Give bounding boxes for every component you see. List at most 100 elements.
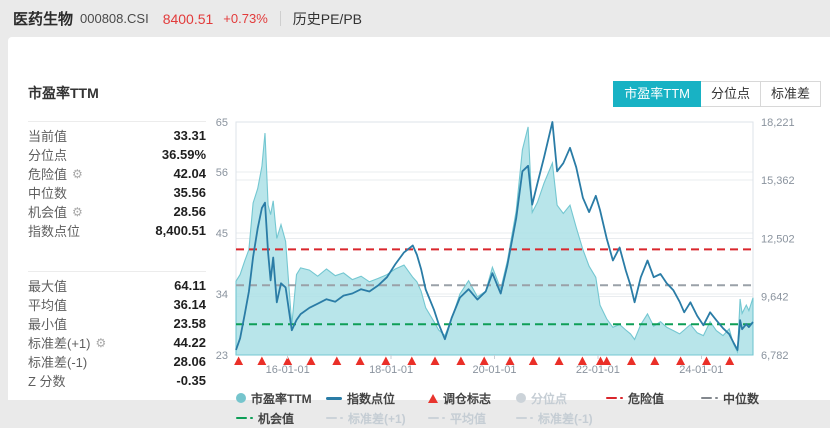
legend-item-市盈率TTM[interactable]: 市盈率TTM: [236, 390, 326, 407]
legend-item-标准差(+1)[interactable]: 标准差(+1): [326, 410, 428, 427]
stat-row: 最小值 23.58: [28, 314, 206, 333]
rebalance-triangle-icon: [456, 356, 466, 365]
pe-chart[interactable]: 23 34 45 56 65 6,782 9,642 12,502 15,362 18,221 16…: [198, 112, 830, 384]
legend-item-分位点[interactable]: 分位点: [516, 390, 606, 407]
index-line-series: [235, 121, 754, 352]
stat-label: 分位点: [28, 148, 68, 163]
right-axis-tick: 9,642: [761, 292, 789, 304]
stat-row: 当前值 33.31: [28, 126, 206, 145]
x-axis-label: 18-01-01: [369, 364, 413, 376]
pe-area-series: [235, 126, 754, 356]
valuation-card: 市盈率TTM 市盈率TTM 分位点 标准差 当前值 33.31 分位点 36.59% 危险值…: [8, 37, 830, 426]
stat-value: 36.59%: [161, 147, 206, 162]
tab-pe-ttm[interactable]: 市盈率TTM: [613, 81, 701, 107]
stat-label: 最大值: [28, 279, 68, 294]
rebalance-triangle-icon: [505, 356, 515, 365]
legend-label: 标准差(+1): [348, 411, 406, 426]
legend-item-中位数[interactable]: 中位数: [701, 390, 759, 407]
legend-label: 分位点: [531, 391, 568, 406]
x-axis-label: 16-01-01: [266, 364, 310, 376]
stat-row: 指数点位 8,400.51: [28, 221, 206, 240]
stats-history-section: 最大值 64.11 平均值 36.14 最小值 23.58 标准差(+1) ⚙ 44.22 标准差…: [28, 271, 206, 390]
stat-label: 当前值: [28, 129, 68, 144]
legend-label: 指数点位: [347, 391, 396, 406]
rebalance-triangle-icon: [283, 356, 293, 365]
page-header: 医药生物 000808.CSI 8400.51 +0.73% 历史PE/PB: [0, 0, 830, 37]
right-axis-tick: 15,362: [761, 175, 795, 187]
stat-row: 标准差(-1) 28.06: [28, 352, 206, 371]
index-code: 000808.CSI: [80, 11, 149, 26]
stat-row: 分位点 36.59%: [28, 145, 206, 164]
rebalance-triangle-icon: [479, 356, 489, 365]
x-axis-label: 22-01-01: [576, 364, 620, 376]
legend-item-机会值[interactable]: 机会值: [236, 410, 326, 427]
stat-row: 危险值 ⚙ 42.04: [28, 164, 206, 183]
left-axis-tick: 45: [216, 228, 228, 240]
index-price: 8400.51: [162, 10, 214, 27]
rebalance-triangle-icon: [528, 356, 538, 365]
stat-label: 中位数: [28, 186, 68, 201]
stat-row: 最大值 64.11: [28, 276, 206, 295]
legend-label: 机会值: [258, 411, 295, 426]
left-axis-tick: 65: [216, 117, 228, 129]
rebalance-triangle-icon: [725, 356, 735, 365]
stat-value: 64.11: [174, 278, 206, 293]
legend-marker-icon: [516, 393, 526, 403]
rebalance-triangle-icon: [554, 356, 564, 365]
stat-label: 危险值: [28, 167, 68, 182]
left-axis-tick: 34: [216, 289, 228, 301]
legend-marker-icon: [326, 416, 343, 420]
stat-row: 标准差(+1) ⚙ 44.22: [28, 333, 206, 352]
legend-item-调仓标志[interactable]: 调仓标志: [428, 390, 516, 407]
rebalance-triangle-icon: [577, 356, 587, 365]
rebalance-triangle-icon: [234, 356, 244, 365]
stat-value: 42.04: [173, 166, 206, 181]
rebalance-triangle-icon: [407, 356, 417, 365]
gear-icon[interactable]: ⚙: [72, 166, 83, 181]
rebalance-triangle-icon: [381, 356, 391, 365]
legend-label: 调仓标志: [443, 391, 492, 406]
legend-label: 平均值: [450, 411, 487, 426]
rebalance-triangle-icon: [306, 356, 316, 365]
left-axis-tick: 56: [216, 167, 228, 179]
left-axis-tick: 23: [216, 350, 228, 362]
legend-item-平均值[interactable]: 平均值: [428, 410, 516, 427]
stat-row: 平均值 36.14: [28, 295, 206, 314]
legend-marker-icon: [428, 416, 445, 420]
legend-item-危险值[interactable]: 危险值: [606, 390, 701, 407]
rebalance-triangle-icon: [676, 356, 686, 365]
legend-label: 标准差(-1): [538, 411, 593, 426]
right-axis-tick: 12,502: [761, 233, 795, 245]
stat-value: 44.22: [173, 335, 206, 350]
stat-label: 指数点位: [28, 224, 81, 239]
chart-legend: 市盈率TTM 指数点位 调仓标志 分位点 危险值 中位数机会值 标准差(+1) 平均值 标准差(…: [236, 388, 826, 428]
rebalance-triangle-icon: [596, 356, 605, 365]
stat-value: 8,400.51: [155, 223, 206, 238]
menu-history-pepb[interactable]: 历史PE/PB: [292, 10, 362, 27]
stat-value: 36.14: [173, 297, 206, 312]
stat-label: 标准差(+1): [28, 336, 91, 351]
stat-row: 中位数 35.56: [28, 183, 206, 202]
right-axis-tick: 18,221: [761, 117, 795, 129]
rebalance-triangle-icon: [332, 356, 342, 365]
legend-label: 市盈率TTM: [251, 391, 312, 406]
right-axis-tick: 6,782: [761, 350, 789, 362]
legend-label: 危险值: [628, 391, 665, 406]
gear-icon[interactable]: ⚙: [72, 204, 83, 219]
rebalance-markers: [234, 356, 735, 365]
x-axis-label: 20-01-01: [472, 364, 516, 376]
legend-marker-icon: [701, 396, 718, 400]
legend-item-指数点位[interactable]: 指数点位: [326, 390, 428, 407]
tab-percentile[interactable]: 分位点: [700, 81, 761, 107]
gear-icon[interactable]: ⚙: [95, 335, 107, 350]
rebalance-triangle-icon: [602, 356, 612, 365]
stat-value: 28.56: [173, 204, 206, 219]
legend-item-标准差(-1)[interactable]: 标准差(-1): [516, 410, 593, 427]
rebalance-triangle-icon: [257, 356, 267, 365]
stat-label: 平均值: [28, 298, 68, 313]
stats-current-section: 当前值 33.31 分位点 36.59% 危险值 ⚙ 42.04 中位数 35.56 机会值 ⚙ 28…: [28, 121, 206, 240]
stat-value: 35.56: [173, 185, 206, 200]
stat-value: -0.35: [176, 373, 206, 388]
tab-stddev[interactable]: 标准差: [760, 81, 821, 107]
stat-row: 机会值 ⚙ 28.56: [28, 202, 206, 221]
